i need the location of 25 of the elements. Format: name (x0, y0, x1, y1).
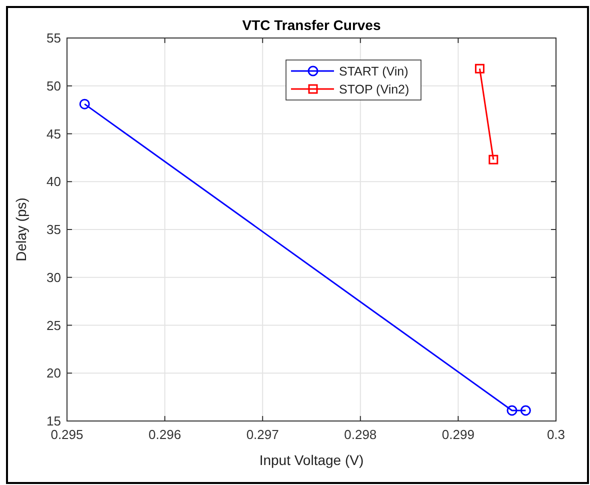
x-axis-title: Input Voltage (V) (259, 452, 364, 468)
point (520, 405, 531, 416)
y-tick-label: 40 (46, 174, 61, 190)
x-tick-label: 0.299 (442, 427, 474, 442)
x-tick-label: 0.295 (50, 427, 84, 442)
x-tick-label: 0.297 (246, 427, 279, 442)
point (488, 154, 498, 164)
chart-title: VTC Transfer Curves (242, 17, 381, 33)
point (506, 405, 518, 416)
y-tick-label: 55 (46, 30, 61, 46)
y-tick-label: 15 (46, 414, 61, 428)
legend-label: STOP (Vin2) (339, 82, 410, 96)
x-tick-label: 0.298 (344, 427, 377, 442)
point (79, 98, 90, 110)
y-tick-label: 30 (46, 270, 61, 285)
point (474, 64, 484, 74)
x-tick-label: 0.296 (148, 427, 182, 442)
legend-label: START (Vin) (339, 64, 408, 78)
y-axis-title: Delay (ps) (13, 198, 29, 262)
y-tick-label: 50 (46, 78, 61, 94)
y-tick-label: 35 (46, 222, 61, 237)
y-tick-label: 20 (46, 366, 61, 381)
y-tick-label: 45 (46, 126, 61, 142)
x-tick-label: 0.3 (546, 427, 566, 442)
y-tick-label: 25 (46, 318, 61, 333)
